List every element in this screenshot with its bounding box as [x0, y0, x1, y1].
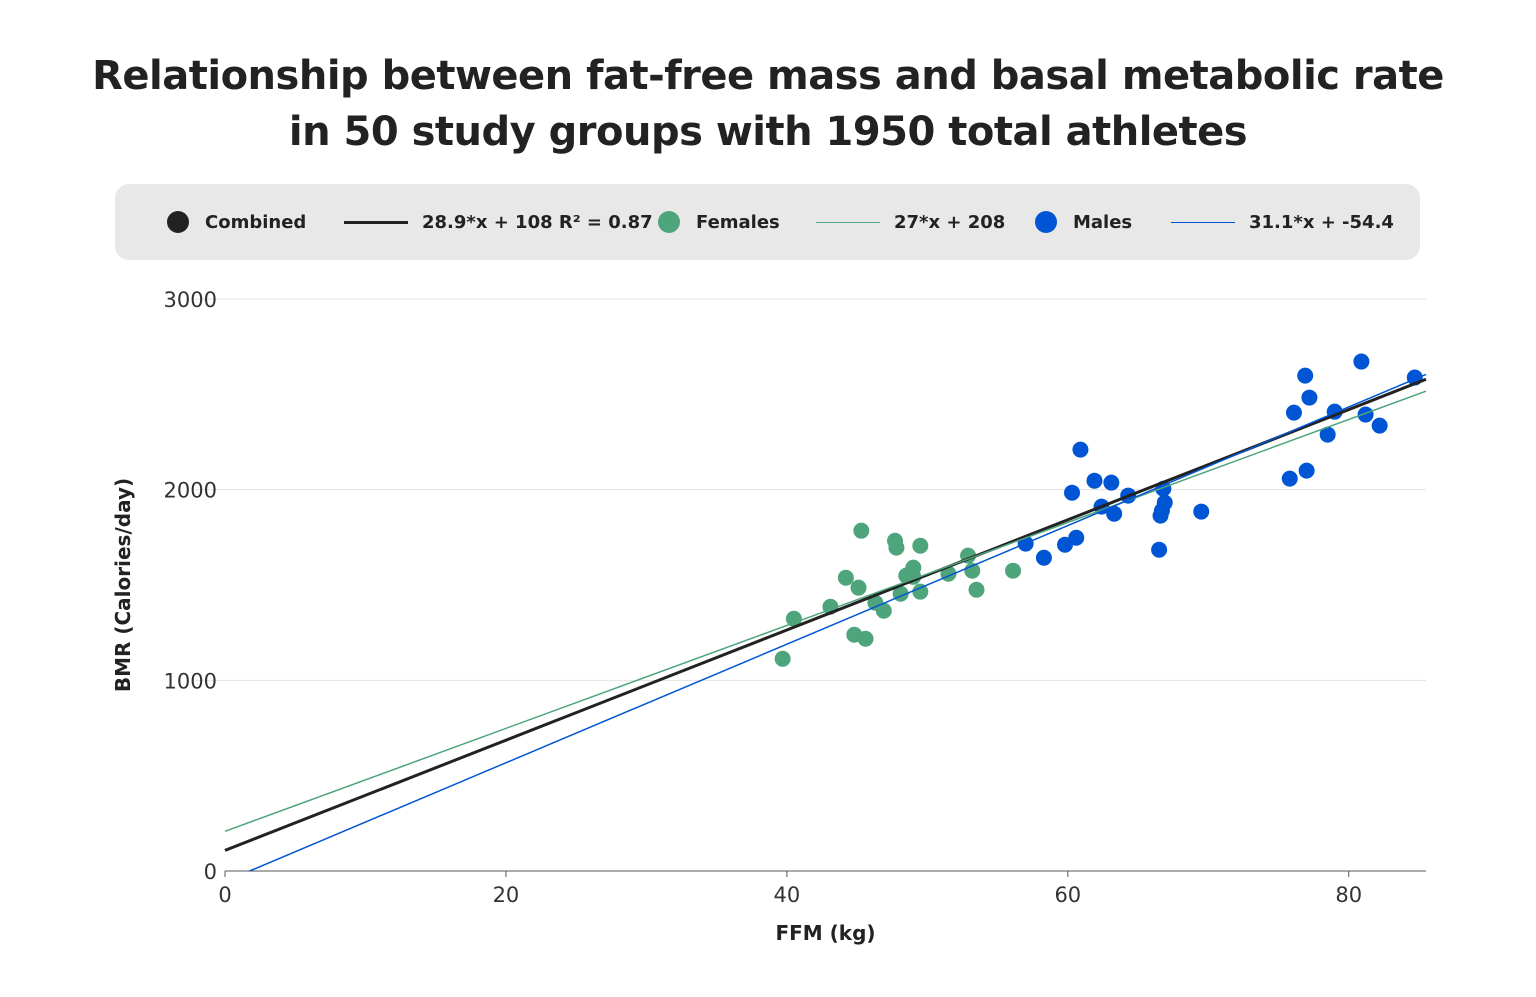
fit-line-combined	[224, 377, 1427, 852]
data-point-males	[1156, 494, 1173, 511]
legend-line-females	[816, 221, 880, 223]
data-point-females	[1005, 562, 1022, 579]
data-point-males	[1353, 353, 1370, 370]
data-point-females	[875, 602, 892, 619]
data-point-females	[888, 539, 905, 556]
data-point-males	[1072, 441, 1089, 458]
data-point-males	[1298, 462, 1315, 479]
y-tick-label: 2000	[164, 479, 217, 503]
data-point-females	[850, 579, 867, 596]
chart-title: Relationship between fat-free mass and b…	[0, 48, 1536, 160]
data-point-females	[853, 522, 870, 539]
data-point-males	[1068, 529, 1085, 546]
data-point-females	[857, 630, 874, 647]
y-tick-label: 0	[204, 860, 217, 884]
title-line-2: in 50 study groups with 1950 total athle…	[288, 109, 1248, 155]
x-axis-label: FFM (kg)	[775, 921, 875, 945]
data-point-males	[1086, 472, 1103, 489]
legend-label: Females	[696, 211, 780, 233]
legend-dot-females	[658, 211, 680, 233]
data-point-males	[1035, 549, 1052, 566]
data-point-males	[1103, 474, 1120, 491]
data-point-males	[1193, 503, 1210, 520]
fit-line-males	[249, 373, 1427, 872]
x-tick-label: 80	[1335, 883, 1362, 907]
legend-males-fit: 31.1*x + -54.4	[1171, 184, 1394, 260]
legend-label: 27*x + 208	[894, 211, 1006, 233]
legend-females: Females	[658, 184, 780, 260]
data-point-males	[1371, 417, 1388, 434]
data-point-males	[1106, 505, 1123, 522]
legend-females-fit: 27*x + 208	[816, 184, 1005, 260]
legend-label: Combined	[205, 211, 307, 233]
legend-label: Males	[1073, 211, 1133, 233]
legend-line-combined	[344, 220, 408, 224]
legend-combined: Combined	[167, 184, 306, 260]
legend-males: Males	[1035, 184, 1132, 260]
legend-line-males	[1171, 221, 1235, 223]
data-point-females	[968, 581, 985, 598]
y-tick-label: 3000	[164, 288, 217, 312]
legend-label: 28.9*x + 108 R² = 0.87	[422, 211, 653, 233]
x-tick-label: 40	[774, 883, 801, 907]
data-point-males	[1281, 470, 1298, 487]
data-point-females	[912, 583, 929, 600]
legend-dot-combined	[167, 211, 189, 233]
data-point-males	[1064, 484, 1081, 501]
data-point-females	[774, 650, 791, 667]
data-point-males	[1297, 367, 1314, 384]
data-point-males	[1319, 426, 1336, 443]
fit-line-females	[224, 390, 1427, 833]
y-axis-label: BMR (Calories/day)	[111, 478, 135, 692]
x-tick-label: 60	[1054, 883, 1081, 907]
data-point-females	[837, 569, 854, 586]
legend-label: 31.1*x + -54.4	[1249, 211, 1394, 233]
data-point-females	[912, 537, 929, 554]
title-line-1: Relationship between fat-free mass and b…	[92, 53, 1444, 99]
data-point-males	[1151, 541, 1168, 558]
data-point-males	[1301, 389, 1318, 406]
x-tick-label: 0	[218, 883, 231, 907]
data-point-males	[1285, 404, 1302, 421]
y-tick-label: 1000	[164, 669, 217, 693]
x-tick-label: 20	[493, 883, 520, 907]
data-point-males	[1357, 406, 1374, 423]
data-point-females	[964, 562, 981, 579]
legend: Combined 28.9*x + 108 R² = 0.87 Females …	[115, 184, 1420, 260]
legend-combined-fit: 28.9*x + 108 R² = 0.87	[344, 184, 653, 260]
data-point-females	[785, 610, 802, 627]
legend-dot-males	[1035, 211, 1057, 233]
